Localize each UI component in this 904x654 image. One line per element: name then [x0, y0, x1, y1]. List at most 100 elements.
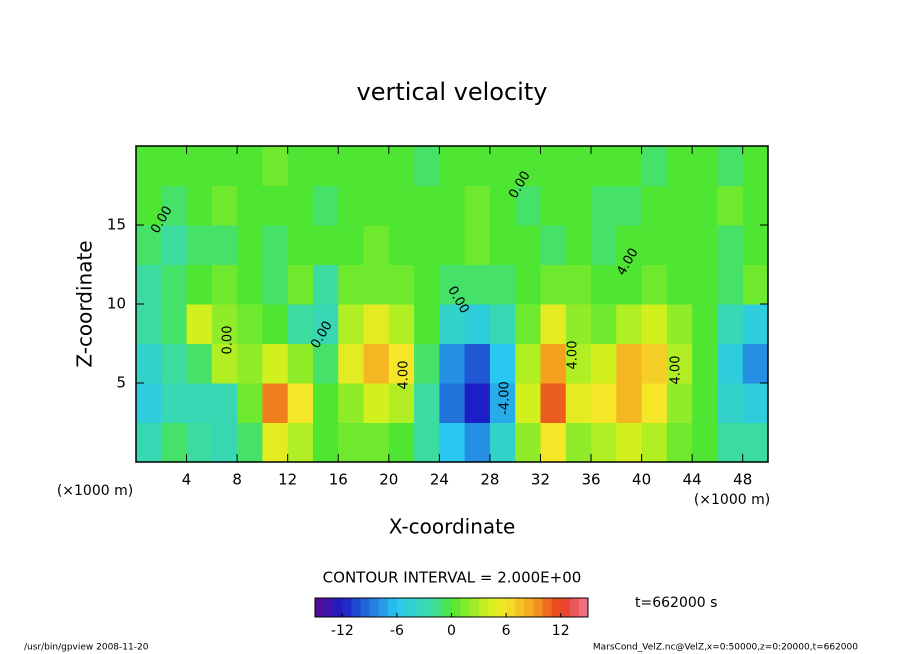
field-cell — [312, 422, 339, 463]
colorbar-cell — [578, 598, 589, 617]
field-cell — [237, 185, 263, 226]
field-cell — [136, 264, 162, 305]
field-cell — [666, 225, 693, 265]
field-cell — [186, 264, 213, 305]
colorbar-cell — [560, 598, 571, 617]
contour-label: 4.00 — [397, 361, 412, 390]
field-cell — [692, 225, 718, 265]
colorbar-cell — [360, 598, 370, 617]
field-cell — [338, 304, 365, 344]
field-cell — [742, 185, 769, 226]
field-cell — [136, 146, 162, 186]
field-cell — [464, 422, 491, 463]
field-cell — [211, 304, 238, 344]
field-cell — [692, 264, 718, 305]
colorbar-cell — [487, 598, 498, 617]
colorbar-cell — [396, 598, 407, 617]
x-tick-label: 36 — [581, 471, 600, 489]
field-cell — [489, 225, 516, 265]
field-cell — [161, 185, 188, 226]
field-cell — [414, 343, 440, 384]
field-cell — [515, 383, 541, 423]
colorbar-cell — [351, 598, 361, 617]
x-tick-label: 28 — [480, 471, 499, 489]
field-cell — [717, 383, 744, 423]
field-cell — [262, 422, 289, 463]
field-cell — [717, 343, 744, 384]
field-cell — [211, 146, 238, 186]
field-cell — [616, 304, 643, 344]
field-cell — [515, 422, 541, 463]
field-cell — [591, 146, 617, 186]
field-cell — [136, 383, 162, 423]
field-cell — [136, 422, 162, 463]
field-cell — [414, 383, 440, 423]
field-cell — [161, 422, 188, 463]
contour-interval: CONTOUR INTERVAL = 2.000E+00 — [323, 569, 582, 587]
field-cell — [742, 422, 769, 463]
field-cell — [742, 383, 769, 423]
field-cell — [565, 422, 592, 463]
field-cell — [464, 225, 491, 265]
field-cell — [717, 304, 744, 344]
field-cell — [464, 146, 491, 186]
field-cell — [742, 264, 769, 305]
field-cell — [591, 185, 617, 226]
colorbar-tick-label: 6 — [502, 623, 511, 639]
field-cell — [666, 304, 693, 344]
field-cell — [388, 264, 415, 305]
colorbar-cell — [387, 598, 398, 617]
field-cell — [717, 225, 744, 265]
field-cell — [641, 383, 668, 423]
field-cell — [616, 264, 643, 305]
field-cell — [363, 343, 390, 384]
field-cell — [237, 422, 263, 463]
contour-label: -4.00 — [498, 381, 513, 415]
field-cell — [414, 225, 440, 265]
field-cell — [136, 225, 162, 265]
field-cell — [565, 383, 592, 423]
field-cell — [540, 304, 567, 344]
x-tick-label: 40 — [632, 471, 651, 489]
field-cell — [287, 304, 314, 344]
field-cell — [363, 264, 390, 305]
footer-left: /usr/bin/gpview 2008-11-20 — [24, 643, 149, 653]
field-cell — [338, 264, 365, 305]
field-cell — [692, 343, 718, 384]
x-unit-label: (×1000 m) — [694, 492, 770, 508]
field-cell — [262, 225, 289, 265]
colorbar-cell — [433, 598, 443, 617]
colorbar-cell — [369, 598, 379, 617]
field-cell — [161, 304, 188, 344]
field-cell — [540, 225, 567, 265]
field-cell — [186, 304, 213, 344]
field-cell — [388, 225, 415, 265]
field-cell — [515, 225, 541, 265]
field-cell — [363, 146, 390, 186]
y-tick-label: 15 — [107, 216, 126, 234]
field-cell — [287, 383, 314, 423]
colorbar-tick-label: -12 — [331, 623, 354, 639]
field-cell — [414, 185, 440, 226]
field-cell — [237, 146, 263, 186]
field-cell — [439, 185, 466, 226]
field-cell — [616, 185, 643, 226]
chart-title: vertical velocity — [357, 78, 548, 106]
field-cell — [388, 343, 415, 384]
field-cell — [489, 304, 516, 344]
field-cell — [186, 225, 213, 265]
colorbar-tick-label: -6 — [390, 623, 404, 639]
field-cell — [540, 185, 567, 226]
field-cell — [363, 304, 390, 344]
field-cell — [363, 383, 390, 423]
field-cell — [312, 185, 339, 226]
field-cell — [312, 225, 339, 265]
field-cell — [666, 264, 693, 305]
field-cell — [388, 146, 415, 186]
colorbar-cell — [406, 598, 416, 617]
contour-label: 0.00 — [221, 326, 236, 355]
field-cell — [363, 422, 390, 463]
x-tick-label: 32 — [531, 471, 550, 489]
field-cell — [464, 383, 491, 423]
field-cell — [641, 304, 668, 344]
